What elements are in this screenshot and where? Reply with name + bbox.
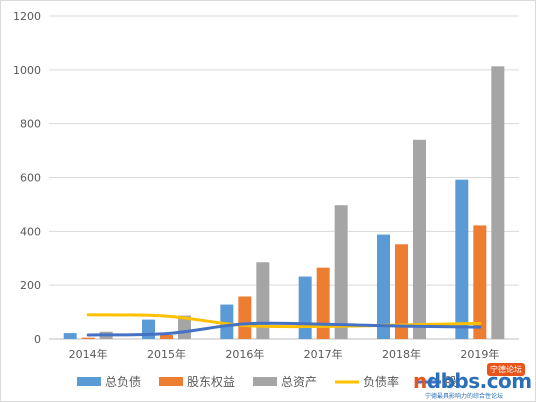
bar-股东权益 <box>316 267 330 339</box>
x-axis-ticks: 2014年 2015年 2016年 2017年 2018年 2019年 <box>69 347 500 361</box>
watermark-domain: ndbbs.com <box>413 369 532 393</box>
legend-item-负债率: 负债率 <box>335 374 399 389</box>
bar-总负债 <box>142 319 155 339</box>
bar-总负债 <box>220 304 234 339</box>
legend: 总负债 股东权益 总资产 负债率 股 <box>77 374 457 389</box>
bars <box>63 66 505 339</box>
watermark-logo: 宁德论坛 ndbbs.com 宁德最具影响力的综合性论坛 <box>413 363 532 400</box>
bar-股东权益 <box>81 337 95 339</box>
watermark-domain-rest: dbbs.com <box>426 369 532 393</box>
legend-label: 负债率 <box>363 374 399 389</box>
watermark-tagline: 宁德最具影响力的综合性论坛 <box>425 393 504 400</box>
x-tick-label: 2014年 <box>69 347 108 361</box>
gridlines <box>49 15 519 340</box>
bar-股东权益 <box>395 244 408 339</box>
bar-总资产 <box>413 139 426 339</box>
x-tick-label: 2016年 <box>225 347 264 361</box>
legend-label: 总资产 <box>281 375 317 389</box>
y-tick-label: 400 <box>20 225 41 238</box>
bar-股东权益 <box>238 296 252 339</box>
y-tick-label: 800 <box>20 118 41 131</box>
y-tick-label: 1200 <box>13 10 41 23</box>
legend-swatch <box>253 377 277 386</box>
bar-总资产 <box>334 205 348 339</box>
x-tick-label: 2015年 <box>147 347 186 361</box>
legend-swatch <box>159 377 183 386</box>
x-tick-label: 2018年 <box>382 347 421 361</box>
bar-总负债 <box>298 276 312 339</box>
legend-label: 总负债 <box>105 375 141 389</box>
watermark-badge: 宁德论坛 <box>487 363 525 376</box>
bar-股东权益 <box>160 334 173 339</box>
y-tick-label: 0 <box>34 333 41 346</box>
legend-item-总资产: 总资产 <box>253 375 317 389</box>
legend-item-总负债: 总负债 <box>77 375 141 389</box>
legend-swatch <box>77 377 101 386</box>
bar-总负债 <box>63 333 77 339</box>
watermark-domain-prefix: n <box>413 369 427 393</box>
y-tick-label: 1000 <box>13 64 41 77</box>
legend-item-股: 股 <box>417 375 457 389</box>
x-tick-label: 2017年 <box>304 347 343 361</box>
line-股 <box>86 321 482 337</box>
bar-总负债 <box>377 234 390 339</box>
bar-总资产 <box>491 66 505 339</box>
y-tick-label: 600 <box>20 172 41 185</box>
y-axis-ticks: 0 200 400 600 800 1000 1200 <box>13 10 41 346</box>
legend-label: 股 <box>445 375 457 389</box>
y-tick-label: 200 <box>20 279 41 292</box>
bar-总负债 <box>455 179 469 339</box>
lines <box>86 313 482 337</box>
legend-label: 股东权益 <box>187 375 235 389</box>
bar-总资产 <box>256 262 270 339</box>
bar-股东权益 <box>473 225 487 339</box>
legend-item-股东权益: 股东权益 <box>159 375 235 389</box>
x-tick-label: 2019年 <box>460 347 499 361</box>
